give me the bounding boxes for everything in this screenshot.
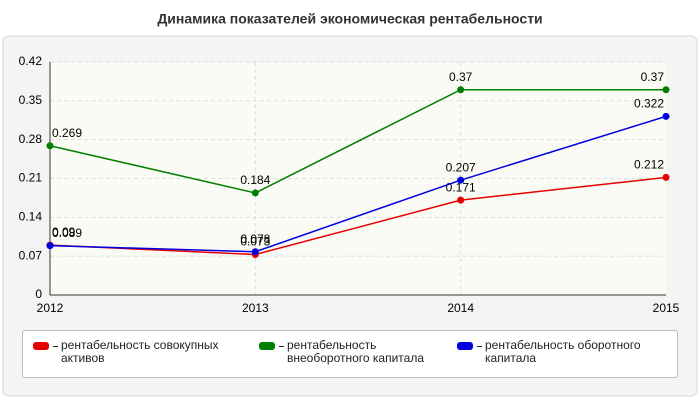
data-point (457, 86, 465, 94)
data-label: 0.322 (634, 97, 664, 111)
series-line (49, 88, 666, 194)
legend-dash (53, 346, 58, 347)
x-tick-label: 2012 (37, 301, 64, 315)
y-tick-label: 0.21 (19, 171, 43, 185)
legend-label: рентабельность оборотного капитала (485, 338, 641, 365)
legend-swatch (259, 342, 275, 350)
y-tick-label: 0.35 (19, 93, 43, 107)
data-point (662, 173, 670, 181)
series-line (49, 176, 667, 256)
data-label: 0.089 (52, 226, 82, 240)
legend-dash (279, 346, 284, 347)
data-label: 0.073 (240, 235, 270, 249)
y-tick-label: 0.07 (19, 248, 43, 262)
legend-item: рентабельность совокупных активов (33, 339, 261, 365)
data-point (457, 196, 465, 204)
data-point (251, 189, 259, 197)
data-label: 0.09 (52, 225, 76, 239)
data-point (662, 86, 670, 94)
data-point (457, 176, 465, 184)
x-tick-label: 2015 (653, 301, 680, 315)
legend: рентабельность совокупных активов рентабе… (22, 330, 678, 378)
x-tick-label: 2013 (242, 301, 269, 315)
y-tick-label: 0.14 (19, 210, 43, 224)
y-tick-label: 0 (35, 287, 42, 301)
series-line (49, 115, 667, 253)
y-tick-label: 0.42 (19, 54, 43, 68)
data-point (46, 142, 54, 150)
data-point (251, 248, 259, 256)
legend-swatch (457, 342, 473, 350)
data-label: 0.171 (446, 180, 476, 194)
data-point (662, 112, 670, 120)
data-label: 0.269 (52, 126, 82, 140)
data-label: 0.212 (634, 158, 664, 172)
y-tick-label: 0.28 (19, 132, 43, 146)
chart-title: Динамика показателей экономическая рента… (157, 11, 542, 27)
legend-label: рентабельность внеоборотного капитала (287, 338, 424, 365)
legend-label: рентабельность совокупных активов (61, 338, 219, 365)
legend-dash (477, 346, 482, 347)
legend-item: рентабельность внеоборотного капитала (259, 339, 457, 365)
data-label: 0.207 (446, 160, 476, 174)
legend-swatch (33, 342, 49, 350)
legend-item: рентабельность оборотного капитала (457, 339, 685, 365)
data-point (46, 242, 54, 250)
data-label: 0.37 (449, 70, 473, 84)
x-tick-label: 2014 (447, 301, 474, 315)
data-label: 0.37 (641, 70, 665, 84)
data-label: 0.184 (240, 173, 270, 187)
data-label: 0.078 (240, 232, 270, 246)
